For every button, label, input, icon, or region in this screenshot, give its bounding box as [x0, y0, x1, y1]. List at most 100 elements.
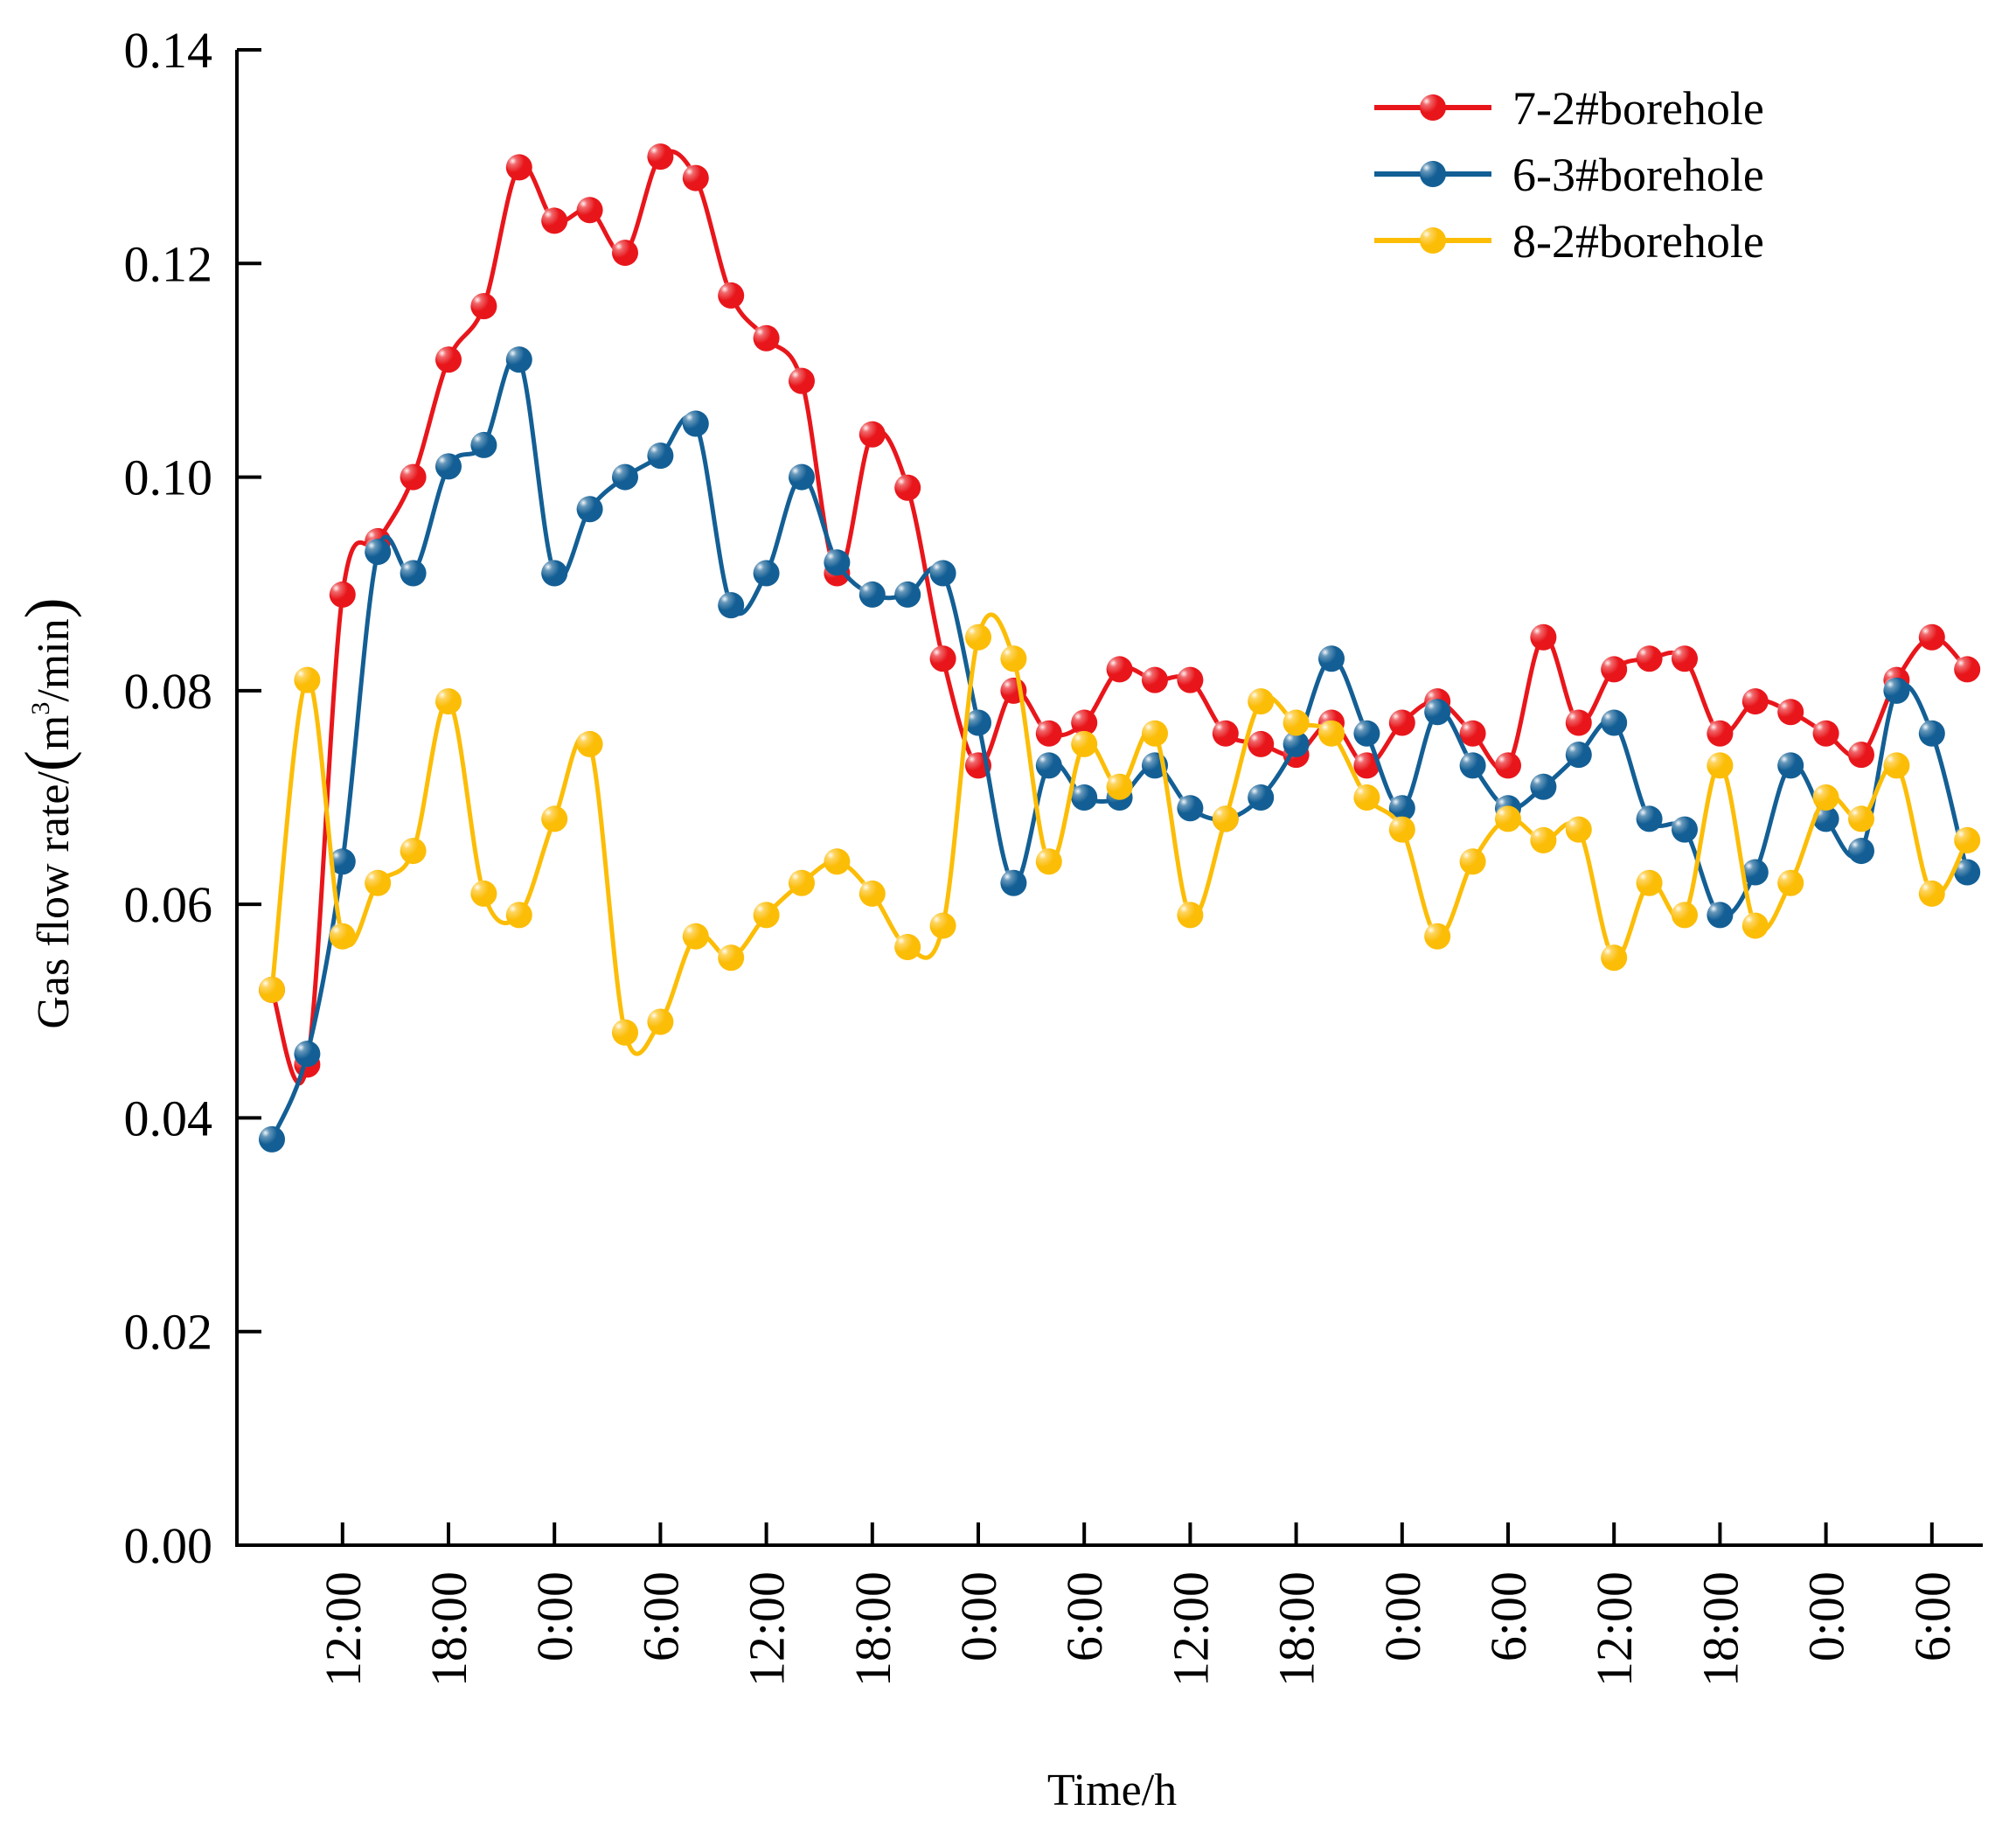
data-point	[647, 442, 674, 470]
y-tick-label: 0.02	[124, 1304, 213, 1361]
data-point	[1636, 805, 1663, 832]
axes	[235, 50, 1983, 1547]
data-point	[1636, 645, 1663, 672]
data-point	[1741, 912, 1769, 939]
data-point	[1142, 666, 1168, 693]
data-point	[1954, 656, 1981, 683]
data-point	[753, 560, 780, 587]
legend-item: 8-2#borehole	[1374, 215, 1764, 268]
data-point	[400, 838, 427, 865]
data-point	[1459, 752, 1486, 779]
data-point	[1424, 699, 1451, 726]
data-point	[929, 560, 956, 587]
data-point	[1848, 805, 1874, 832]
data-point	[1177, 902, 1204, 929]
data-point	[1707, 902, 1734, 929]
data-point	[1812, 720, 1839, 747]
x-tick-label: 0:00	[1798, 1571, 1855, 1661]
data-point	[541, 805, 568, 832]
data-point	[647, 143, 674, 171]
data-point	[1142, 720, 1168, 747]
data-point	[505, 154, 532, 181]
x-tick-label: 12:00	[739, 1571, 796, 1687]
data-point	[682, 164, 709, 192]
data-point	[1177, 795, 1204, 822]
data-point	[259, 976, 285, 1003]
series-8-2#borehole	[259, 612, 1981, 1056]
y-tick-label: 0.14	[124, 22, 213, 79]
data-point	[1672, 645, 1698, 672]
data-point	[1565, 816, 1592, 843]
data-point	[1283, 730, 1310, 757]
legend-item: 7-2#borehole	[1374, 82, 1764, 135]
x-tick-label: 0:00	[950, 1571, 1007, 1661]
data-point	[1212, 805, 1239, 832]
y-axis-title-prefix: Gas flow rate/	[29, 771, 79, 1029]
data-point	[612, 463, 638, 491]
legend-label: 6-3#borehole	[1512, 149, 1764, 201]
data-point	[1918, 720, 1945, 747]
data-point	[1565, 742, 1592, 769]
data-point	[576, 496, 603, 523]
data-point	[365, 539, 392, 566]
x-tick-label: 12:00	[1586, 1571, 1643, 1687]
data-point	[329, 581, 356, 608]
data-point	[1530, 773, 1557, 800]
data-point	[505, 902, 532, 929]
y-tick-label: 0.06	[124, 876, 213, 933]
x-tick-label: 18:00	[845, 1571, 901, 1687]
data-point	[505, 346, 532, 373]
data-point	[612, 240, 638, 267]
data-point	[894, 581, 921, 608]
data-point	[329, 848, 356, 875]
data-point	[753, 902, 780, 929]
y-tick-label: 0.10	[124, 449, 213, 506]
x-tick-label: 6:00	[1480, 1571, 1537, 1661]
x-tick-label: 0:00	[1374, 1571, 1431, 1661]
data-point	[824, 549, 851, 576]
data-point	[1707, 720, 1734, 747]
data-point	[1071, 709, 1098, 736]
data-point	[1459, 848, 1486, 875]
data-point	[1601, 656, 1628, 683]
y-axis-title-unit-tail: /min	[29, 618, 79, 701]
data-point	[1106, 773, 1133, 800]
x-tick-label: 18:00	[1692, 1571, 1748, 1687]
data-point	[1954, 826, 1981, 853]
data-point	[294, 666, 321, 693]
y-ticks: 0.00 0.02 0.04 0.06 0.08 0.10 0.12 0.14	[124, 22, 261, 1574]
data-point	[965, 709, 991, 736]
data-point	[718, 282, 745, 309]
data-point	[1248, 784, 1275, 811]
data-point	[1636, 869, 1663, 896]
y-axis-title-paren-open: (	[12, 750, 82, 771]
legend-marker	[1420, 227, 1446, 254]
data-point	[1353, 752, 1380, 779]
y-tick-label: 0.04	[124, 1090, 213, 1146]
data-point	[1248, 688, 1275, 715]
data-point	[470, 293, 497, 320]
data-point	[824, 848, 851, 875]
legend-label: 8-2#borehole	[1512, 215, 1764, 268]
data-point	[1071, 784, 1098, 811]
data-point	[1848, 838, 1874, 865]
series-layer	[259, 143, 1981, 1153]
data-point	[1071, 730, 1098, 757]
data-point	[718, 592, 745, 619]
data-point	[1495, 752, 1521, 779]
legend-marker	[1420, 94, 1446, 121]
data-point	[753, 324, 780, 352]
y-axis-title-paren-close: )	[12, 597, 82, 618]
x-tick-label: 18:00	[421, 1571, 477, 1687]
data-point	[929, 645, 956, 672]
data-point	[329, 923, 356, 950]
data-point	[1035, 720, 1062, 747]
data-point	[789, 463, 815, 491]
legend-label: 7-2#borehole	[1512, 82, 1764, 135]
data-point	[1388, 709, 1415, 736]
data-point	[647, 1008, 674, 1035]
series-7-2#borehole	[259, 143, 1981, 1086]
data-point	[400, 463, 427, 491]
y-tick-label: 0.12	[124, 235, 213, 292]
